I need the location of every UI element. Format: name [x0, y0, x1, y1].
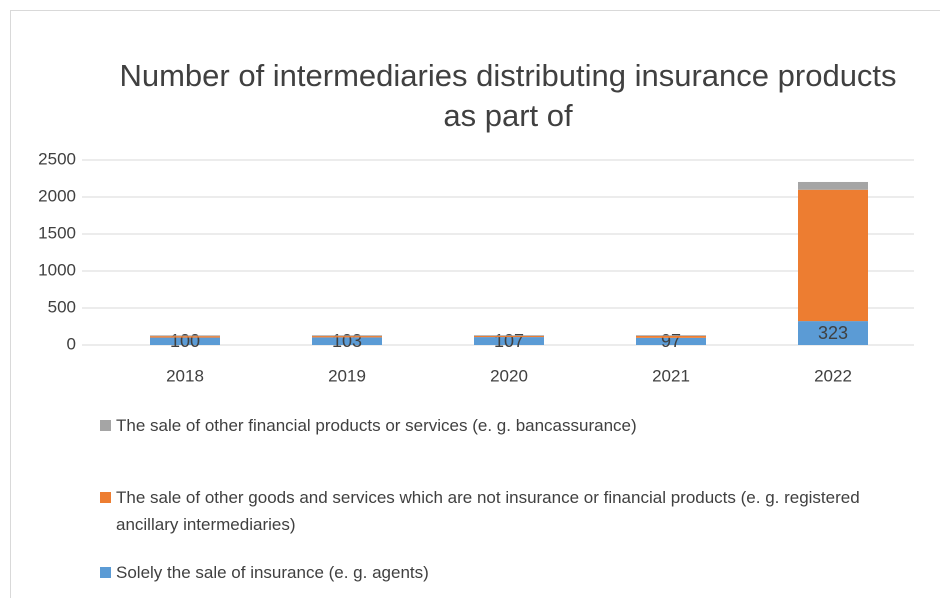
data-label: 97	[661, 331, 681, 351]
y-tick-label: 500	[48, 297, 76, 316]
legend-label: The sale of other financial products or …	[116, 416, 637, 435]
y-tick-label: 1000	[38, 260, 76, 279]
chart-frame	[10, 10, 940, 598]
x-tick-label: 2019	[328, 366, 366, 385]
bar-segment	[474, 335, 544, 336]
x-tick-label: 2021	[652, 366, 690, 385]
bar-segment	[474, 335, 544, 338]
data-label: 103	[332, 331, 362, 351]
bar-segment	[150, 335, 220, 337]
legend-item: The sale of other goods and services whi…	[100, 484, 886, 538]
x-tick-label: 2022	[814, 366, 852, 385]
legend-swatch	[100, 567, 111, 578]
bar-segment	[636, 337, 706, 345]
legend-item: Solely the sale of insurance (e. g. agen…	[100, 559, 886, 586]
data-label: 100	[170, 331, 200, 351]
legend-label: Solely the sale of insurance (e. g. agen…	[116, 563, 429, 582]
legend-swatch	[100, 492, 111, 503]
y-tick-label: 2000	[38, 186, 76, 205]
y-tick-label: 0	[67, 334, 76, 353]
bar-segment	[798, 189, 868, 322]
bar-segment	[636, 335, 706, 336]
data-label: 323	[818, 323, 848, 343]
x-tick-label: 2020	[490, 366, 528, 385]
bar-segment	[312, 337, 382, 345]
bar-segment	[798, 321, 868, 345]
bar-segment	[798, 181, 868, 190]
bar-segment	[150, 336, 220, 338]
bar-segment	[474, 337, 544, 345]
bar-segment	[150, 337, 220, 345]
x-tick-label: 2018	[166, 366, 204, 385]
data-label: 107	[494, 331, 524, 351]
y-tick-label: 2500	[38, 149, 76, 168]
legend-label: The sale of other goods and services whi…	[116, 488, 860, 534]
bar-segment	[312, 335, 382, 337]
bar-segment	[312, 336, 382, 338]
bar-segment	[636, 335, 706, 338]
y-tick-label: 1500	[38, 223, 76, 242]
legend-swatch	[100, 420, 111, 431]
legend-item: The sale of other financial products or …	[100, 412, 886, 439]
chart-title: Number of intermediaries distributing in…	[119, 58, 897, 133]
